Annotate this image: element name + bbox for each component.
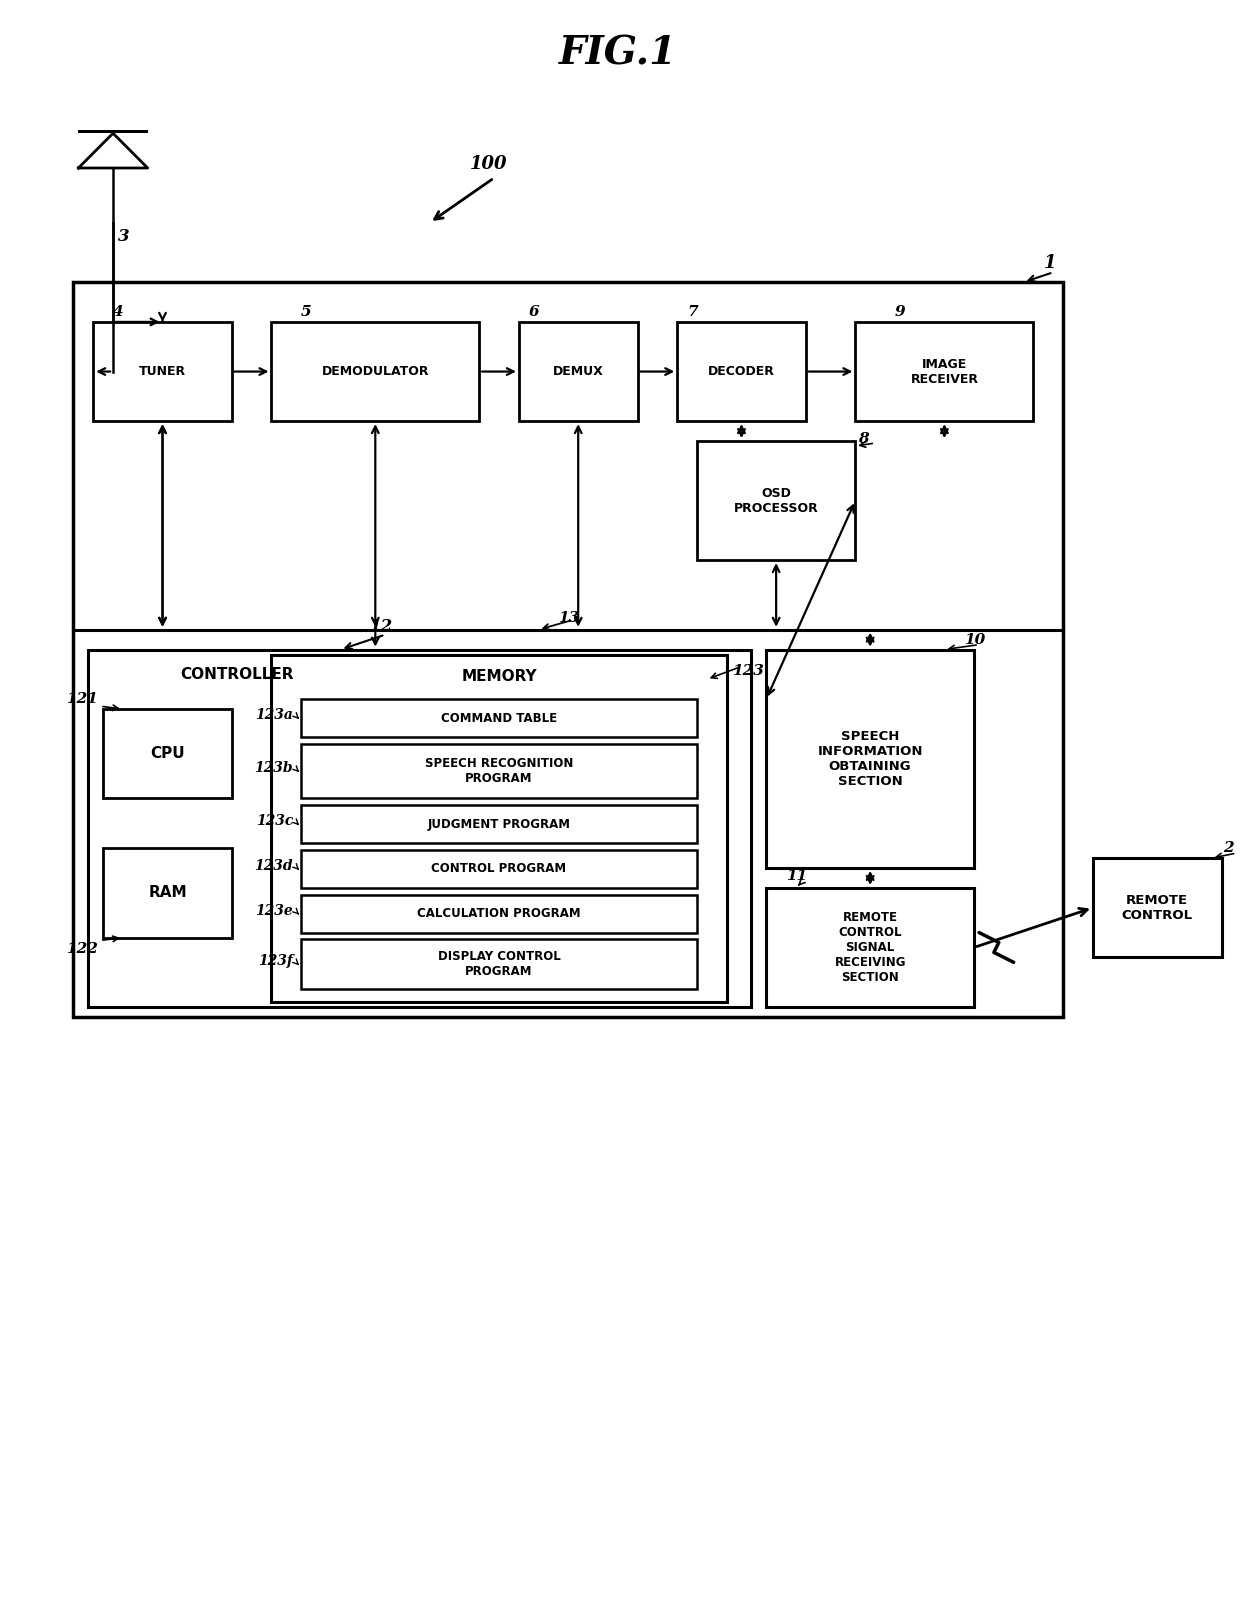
Text: 123a: 123a xyxy=(255,707,293,722)
Text: JUDGMENT PROGRAM: JUDGMENT PROGRAM xyxy=(428,818,570,830)
Text: IMAGE
RECEIVER: IMAGE RECEIVER xyxy=(910,358,978,385)
Text: DECODER: DECODER xyxy=(708,366,775,378)
Text: CPU: CPU xyxy=(150,746,185,762)
Text: 123f: 123f xyxy=(258,955,293,968)
Text: DEMUX: DEMUX xyxy=(553,366,604,378)
Text: RAM: RAM xyxy=(148,885,187,901)
Text: 2: 2 xyxy=(1224,842,1234,854)
Bar xyxy=(766,888,975,1008)
Text: 100: 100 xyxy=(469,155,507,172)
Text: MEMORY: MEMORY xyxy=(461,669,537,685)
Bar xyxy=(301,744,697,798)
Text: 11: 11 xyxy=(786,869,807,883)
Bar xyxy=(856,323,1033,422)
Text: 4: 4 xyxy=(113,305,124,319)
Text: OSD
PROCESSOR: OSD PROCESSOR xyxy=(734,487,818,514)
Bar xyxy=(73,283,1063,1017)
Bar xyxy=(766,650,975,869)
Text: CONTROL PROGRAM: CONTROL PROGRAM xyxy=(432,862,567,875)
Text: SPEECH
INFORMATION
OBTAINING
SECTION: SPEECH INFORMATION OBTAINING SECTION xyxy=(817,730,923,787)
Bar xyxy=(103,848,232,937)
Text: 12: 12 xyxy=(371,618,393,634)
Text: 123d: 123d xyxy=(254,859,293,874)
Text: 7: 7 xyxy=(687,305,698,319)
Text: REMOTE
CONTROL: REMOTE CONTROL xyxy=(1122,894,1193,921)
Bar xyxy=(103,709,232,798)
Bar xyxy=(88,650,751,1008)
Bar xyxy=(1092,858,1221,957)
Text: DISPLAY CONTROL
PROGRAM: DISPLAY CONTROL PROGRAM xyxy=(438,950,560,979)
Text: CALCULATION PROGRAM: CALCULATION PROGRAM xyxy=(417,907,580,920)
Bar xyxy=(301,850,697,888)
Text: CONTROLLER: CONTROLLER xyxy=(180,668,294,682)
Text: 121: 121 xyxy=(66,692,98,706)
Text: DEMODULATOR: DEMODULATOR xyxy=(321,366,429,378)
Bar xyxy=(518,323,637,422)
Bar xyxy=(697,441,856,561)
Bar xyxy=(677,323,806,422)
Text: 9: 9 xyxy=(895,305,905,319)
Bar xyxy=(272,655,727,1001)
Text: COMMAND TABLE: COMMAND TABLE xyxy=(441,712,557,725)
Text: 123e: 123e xyxy=(255,904,293,918)
Text: 123c: 123c xyxy=(255,814,293,829)
Bar xyxy=(93,323,232,422)
Text: 8: 8 xyxy=(858,433,869,446)
Text: 123b: 123b xyxy=(254,762,293,775)
Bar xyxy=(301,939,697,989)
Text: 6: 6 xyxy=(528,305,539,319)
Text: 122: 122 xyxy=(66,942,98,957)
Text: REMOTE
CONTROL
SIGNAL
RECEIVING
SECTION: REMOTE CONTROL SIGNAL RECEIVING SECTION xyxy=(835,910,906,984)
Bar xyxy=(301,805,697,843)
Text: 3: 3 xyxy=(118,228,130,244)
Text: 5: 5 xyxy=(301,305,311,319)
Bar xyxy=(301,894,697,933)
Text: 10: 10 xyxy=(965,632,986,647)
Bar xyxy=(272,323,479,422)
Text: 123: 123 xyxy=(732,664,764,679)
Bar xyxy=(301,699,697,736)
Text: 1: 1 xyxy=(1043,254,1056,271)
Polygon shape xyxy=(78,131,148,133)
Text: 13: 13 xyxy=(558,610,579,624)
Text: SPEECH RECOGNITION
PROGRAM: SPEECH RECOGNITION PROGRAM xyxy=(425,757,573,786)
Text: TUNER: TUNER xyxy=(139,366,186,378)
Text: FIG.1: FIG.1 xyxy=(559,35,677,73)
